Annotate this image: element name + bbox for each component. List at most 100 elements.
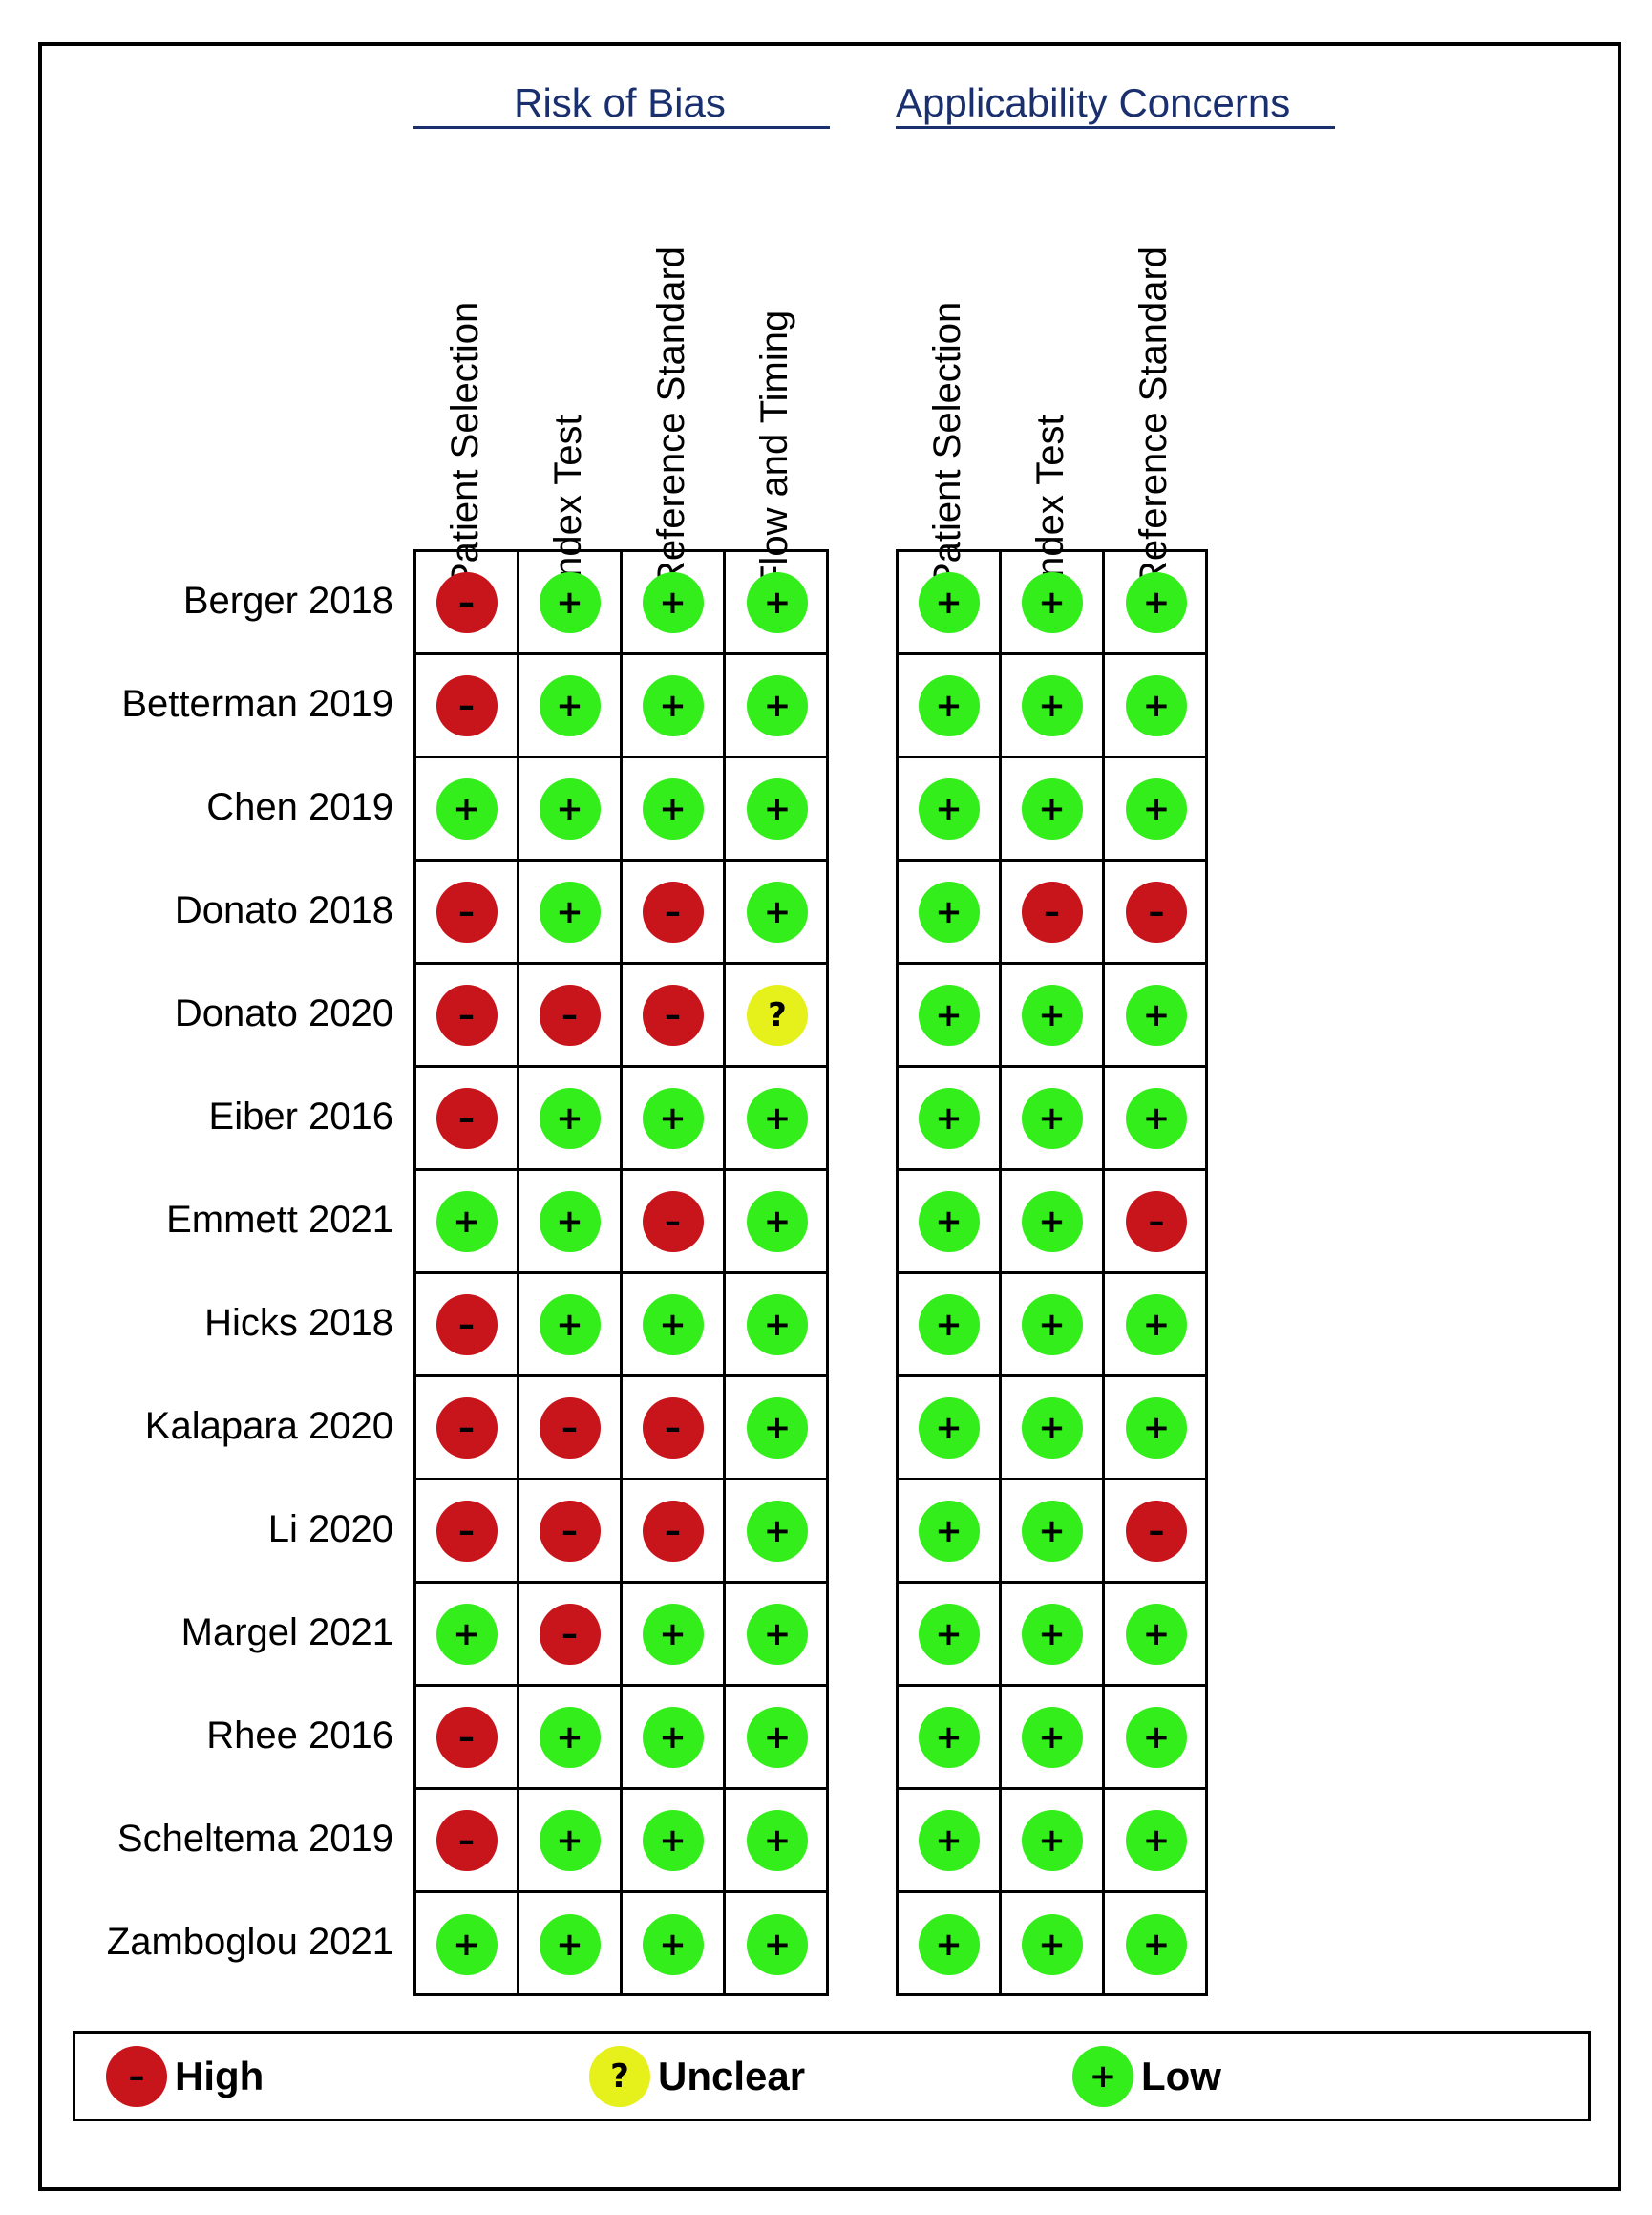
study-label: Scheltema 2019 xyxy=(116,1818,393,1860)
judgement-cell: + xyxy=(899,552,1002,655)
judgement-cell: + xyxy=(623,1068,726,1171)
low-judgement-icon: + xyxy=(918,1087,980,1149)
low-judgement-icon: + xyxy=(747,674,808,736)
low-judgement-icon: + xyxy=(642,1809,704,1871)
judgement-cell: – xyxy=(416,1274,519,1377)
low-judgement-icon: + xyxy=(918,1809,980,1871)
high-judgement-icon: – xyxy=(435,1706,498,1768)
high-judgement-icon: – xyxy=(1126,1500,1187,1562)
legend-label: Low xyxy=(1141,2054,1221,2098)
high-judgement-icon: – xyxy=(642,881,704,943)
judgement-cell: + xyxy=(726,1171,829,1274)
low-judgement-icon: + xyxy=(1126,1603,1187,1665)
judgement-cell: + xyxy=(623,1893,726,1996)
judgement-cell: + xyxy=(726,862,829,965)
judgement-cell: + xyxy=(623,552,726,655)
judgement-cell: + xyxy=(899,862,1002,965)
judgement-cell: + xyxy=(623,1790,726,1893)
low-judgement-icon: + xyxy=(1021,777,1083,840)
judgement-cell: + xyxy=(899,655,1002,758)
low-judgement-icon: + xyxy=(918,1396,980,1459)
legend-item-high: – High xyxy=(106,2045,264,2108)
judgement-cell: – xyxy=(416,1068,519,1171)
study-label: Rhee 2016 xyxy=(206,1714,393,1757)
column-label: Reference Standard xyxy=(650,245,692,588)
judgement-cell: – xyxy=(623,965,726,1068)
judgement-cell: + xyxy=(1002,965,1105,1068)
judgement-cell: + xyxy=(1002,758,1105,862)
column-label: Reference Standard xyxy=(1133,245,1175,588)
low-judgement-icon: + xyxy=(747,1293,808,1355)
judgement-cell: + xyxy=(726,1480,829,1584)
low-judgement-icon: + xyxy=(1126,777,1187,840)
low-judgement-icon: + xyxy=(1126,1706,1187,1768)
low-judgement-icon: + xyxy=(747,1914,808,1975)
study-label: Berger 2018 xyxy=(182,580,393,622)
column-label: Patient Selection xyxy=(444,301,486,588)
column-label: Patient Selection xyxy=(926,301,968,588)
low-judgement-icon: + xyxy=(539,1087,601,1149)
judgement-cell: + xyxy=(416,1171,519,1274)
low-judgement-icon: + xyxy=(1021,1706,1083,1768)
judgement-cell: + xyxy=(899,1171,1002,1274)
low-judgement-icon: + xyxy=(1021,674,1083,736)
judgement-cell: + xyxy=(899,758,1002,862)
judgement-cell: – xyxy=(623,1377,726,1480)
low-judgement-icon: + xyxy=(918,777,980,840)
judgement-cell: – xyxy=(1002,862,1105,965)
low-judgement-icon: + xyxy=(1021,571,1083,633)
high-judgement-icon: – xyxy=(435,1293,498,1355)
judgement-cell: – xyxy=(519,1584,623,1687)
judgement-cell: + xyxy=(726,1274,829,1377)
low-judgement-icon: + xyxy=(747,1603,808,1665)
column-label: Flow and Timing xyxy=(753,309,795,588)
high-judgement-icon: – xyxy=(642,984,704,1046)
low-judgement-icon: + xyxy=(918,1500,980,1562)
high-judgement-icon: – xyxy=(435,1500,498,1562)
low-judgement-icon: + xyxy=(747,1706,808,1768)
group-grid: – + + + – + + + + + + + – + – + – – –? – + + + + + – + – + + + – – – + – – – +… xyxy=(413,549,829,1996)
low-judgement-icon: + xyxy=(1021,1396,1083,1459)
judgement-cell: + xyxy=(1105,758,1208,862)
low-judgement-icon: + xyxy=(918,1914,980,1975)
study-label: Kalapara 2020 xyxy=(144,1405,393,1447)
high-legend-icon: – xyxy=(106,2046,167,2107)
judgement-cell: + xyxy=(1002,1584,1105,1687)
judgement-cell: + xyxy=(899,1480,1002,1584)
judgement-cell: + xyxy=(726,1377,829,1480)
judgement-cell: + xyxy=(726,1893,829,1996)
study-label: Zamboglou 2021 xyxy=(106,1921,393,1963)
high-judgement-icon: – xyxy=(539,1396,601,1459)
study-label: Eiber 2016 xyxy=(208,1096,393,1138)
study-label: Emmett 2021 xyxy=(166,1199,393,1241)
low-judgement-icon: + xyxy=(435,777,498,840)
low-judgement-icon: + xyxy=(539,777,601,840)
judgement-cell: – xyxy=(623,1480,726,1584)
judgement-cell: + xyxy=(623,1584,726,1687)
judgement-cell: + xyxy=(519,1274,623,1377)
low-judgement-icon: + xyxy=(747,777,808,840)
judgement-cell: – xyxy=(416,1687,519,1790)
judgement-cell: + xyxy=(1105,1687,1208,1790)
judgement-cell: + xyxy=(519,862,623,965)
judgement-cell: + xyxy=(726,655,829,758)
judgement-cell: + xyxy=(899,1687,1002,1790)
low-judgement-icon: + xyxy=(918,1293,980,1355)
low-judgement-icon: + xyxy=(747,1500,808,1562)
judgement-cell: + xyxy=(519,1893,623,1996)
study-label: Donato 2020 xyxy=(174,992,393,1034)
judgement-cell: + xyxy=(1105,1377,1208,1480)
high-judgement-icon: – xyxy=(539,1603,601,1665)
low-judgement-icon: + xyxy=(642,571,704,633)
judgement-cell: – xyxy=(1105,862,1208,965)
judgement-cell: + xyxy=(416,758,519,862)
judgement-cell: + xyxy=(1105,552,1208,655)
low-judgement-icon: + xyxy=(539,881,601,943)
legend-label: Unclear xyxy=(658,2054,806,2098)
judgement-cell: – xyxy=(623,862,726,965)
judgement-cell: + xyxy=(1002,1687,1105,1790)
judgement-cell: + xyxy=(1105,965,1208,1068)
low-judgement-icon: + xyxy=(1021,1809,1083,1871)
judgement-cell: – xyxy=(519,1377,623,1480)
judgement-cell: + xyxy=(519,1171,623,1274)
